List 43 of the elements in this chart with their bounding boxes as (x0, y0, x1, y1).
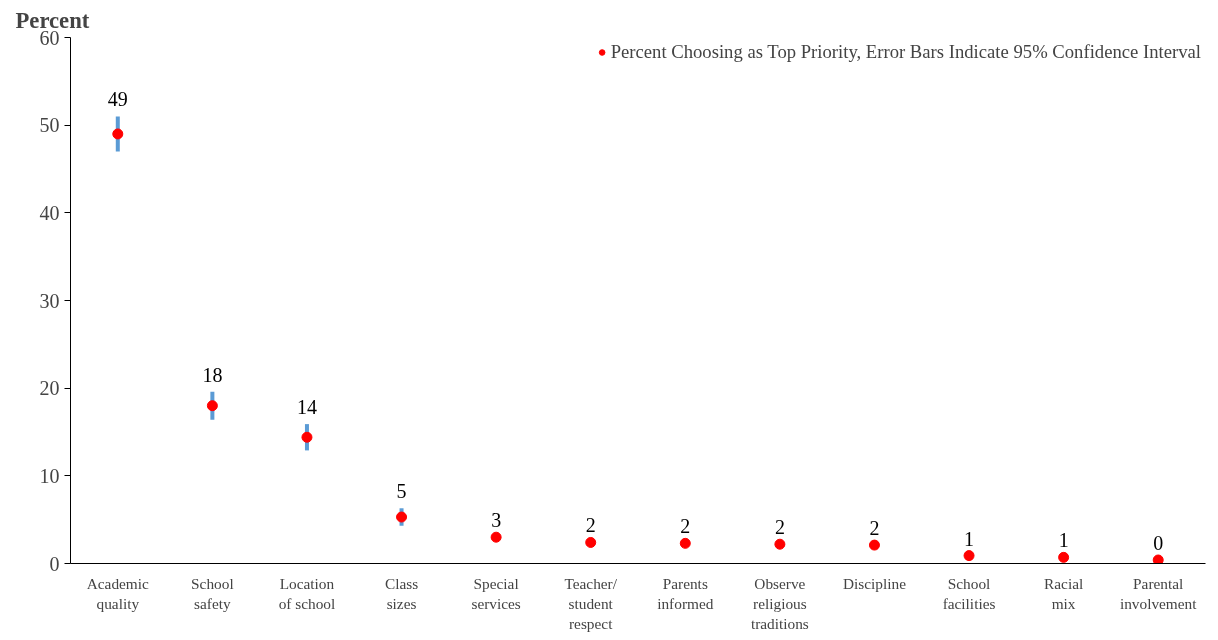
point (490, 531, 502, 543)
data-label: 2 (585, 514, 596, 537)
point (868, 539, 880, 551)
y-tick-label: 20 (39, 377, 60, 400)
y-tick-label: 50 (39, 114, 60, 137)
data-label: 2 (680, 515, 691, 538)
point (679, 537, 691, 549)
y-tick-label: 40 (39, 201, 60, 224)
data-label: 49 (107, 88, 128, 111)
x-tick-label: Observe religious traditions (750, 574, 809, 633)
legend-label: Percent Choosing as Top Priority, Error Bars Indicate 95% Confidence Interval (610, 41, 1201, 63)
point (301, 431, 313, 443)
y-tick-label: 0 (49, 552, 60, 575)
data-label: 2 (774, 516, 785, 539)
data-label: 0 (1153, 531, 1164, 554)
y-tick-label: 30 (39, 289, 60, 312)
point (1058, 551, 1070, 563)
data-label: 1 (1058, 529, 1069, 552)
x-tick-label: Racial mix (1044, 574, 1084, 612)
x-tick-label: Discipline (842, 574, 907, 592)
data-label: 3 (491, 509, 502, 532)
x-tick-label: School facilities (942, 574, 996, 612)
data-label: 1 (964, 527, 975, 550)
point (206, 400, 218, 412)
x-tick-label: Special services (471, 574, 521, 612)
x-tick-label: Teacher/ student respect (564, 574, 618, 633)
point (585, 536, 597, 548)
x-tick-label: Class sizes (384, 574, 419, 612)
data-label: 5 (396, 480, 407, 503)
point (112, 128, 124, 140)
x-tick-label: Parental involvement (1119, 574, 1198, 612)
point (396, 511, 408, 523)
x-tick-label: School safety (191, 574, 234, 612)
x-tick-label: Academic quality (86, 574, 150, 612)
x-tick-label: Parents informed (657, 574, 714, 612)
point (963, 550, 975, 562)
y-tick-label: 10 (39, 464, 60, 487)
point (774, 538, 786, 550)
data-label: 18 (202, 363, 223, 386)
data-label: 2 (869, 517, 880, 540)
x-tick-label: Location of school (278, 574, 336, 612)
point (1152, 554, 1164, 564)
data-label: 14 (296, 396, 317, 419)
